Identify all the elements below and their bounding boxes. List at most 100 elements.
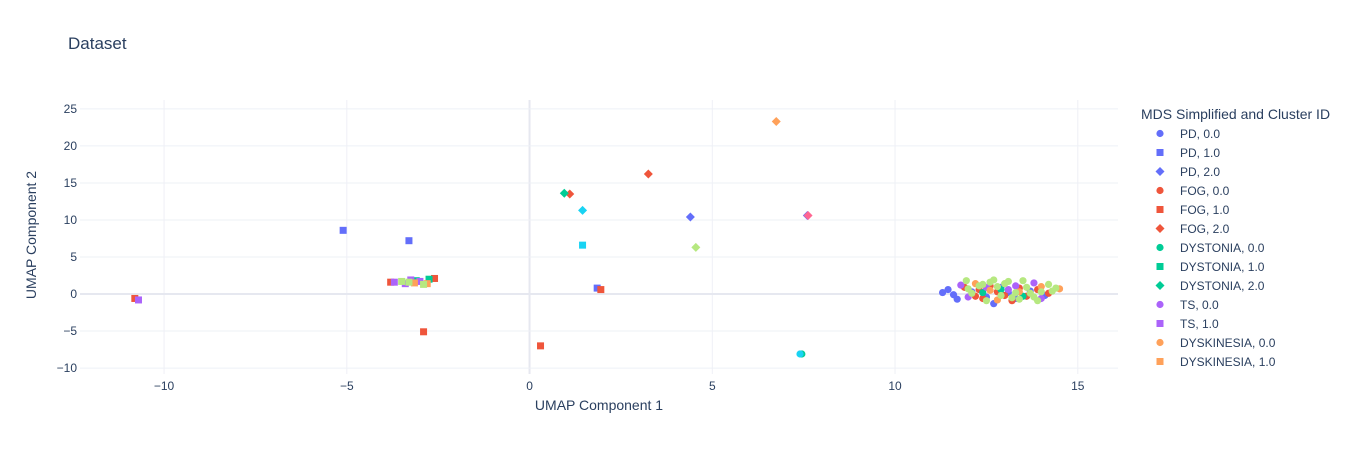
data-point — [425, 275, 433, 283]
data-point — [803, 211, 813, 221]
legend-item[interactable]: PD, 1.0 — [1141, 143, 1330, 162]
legend-item[interactable]: PD, 0.0 — [1141, 124, 1330, 143]
legend-marker — [1155, 167, 1165, 176]
data-point — [979, 288, 987, 297]
legend-title: MDS Simplified and Cluster ID — [1141, 106, 1331, 122]
data-point — [1030, 279, 1038, 287]
y-tick-label: 15 — [64, 176, 78, 190]
legend-label: TS, 0.0 — [1180, 297, 1219, 312]
y-axis-title: UMAP Component 2 — [23, 171, 39, 299]
legend-marker — [1156, 263, 1164, 270]
legend: MDS Simplified and Cluster ID PD, 0.0 PD,… — [1141, 104, 1330, 371]
data-point — [986, 278, 994, 286]
y-tick-label: 10 — [64, 213, 78, 227]
legend-item[interactable]: FOG, 2.0 — [1141, 219, 1330, 238]
y-tick-label: −10 — [57, 361, 78, 375]
legend-item[interactable]: DYSTONIA, 1.0 — [1141, 257, 1330, 276]
data-point — [986, 286, 994, 294]
legend-marker-icon — [1155, 167, 1165, 176]
data-point — [1037, 283, 1045, 291]
data-point — [1012, 282, 1020, 290]
data-point — [796, 350, 804, 358]
data-point — [1004, 285, 1012, 294]
legend-item[interactable]: DYSKINESIA, 1.0 — [1141, 352, 1330, 371]
x-tick-label: 5 — [709, 379, 716, 393]
data-point — [420, 280, 428, 288]
data-point — [579, 241, 587, 249]
legend-item[interactable]: DYSKINESIA, 0.0 — [1141, 333, 1330, 352]
legend-label: TS, 1.0 — [1180, 316, 1219, 331]
legend-item[interactable]: PD, 2.0 — [1141, 162, 1330, 181]
data-point — [387, 278, 395, 286]
data-point — [1052, 284, 1060, 292]
x-tick-label: 15 — [1071, 379, 1085, 393]
legend-label: DYSKINESIA, 1.0 — [1180, 354, 1276, 369]
y-tick-label: 5 — [70, 250, 77, 264]
data-point — [975, 282, 983, 290]
data-point — [593, 284, 601, 292]
data-point — [559, 188, 569, 198]
data-point — [131, 294, 139, 302]
chart-title: Dataset — [68, 34, 127, 53]
x-axis-title: UMAP Component 1 — [535, 397, 663, 413]
data-point — [643, 169, 653, 179]
data-point — [339, 226, 347, 234]
legend-item[interactable]: FOG, 0.0 — [1141, 181, 1330, 200]
legend-item[interactable]: FOG, 1.0 — [1141, 200, 1330, 219]
x-tick-label: −5 — [340, 379, 354, 393]
data-point — [962, 277, 970, 285]
data-point — [401, 280, 409, 288]
legend-marker-icon — [1156, 186, 1164, 195]
legend-marker-icon — [1156, 149, 1164, 156]
y-tick-label: 0 — [70, 287, 77, 301]
legend-item[interactable]: DYSTONIA, 2.0 — [1141, 276, 1330, 295]
legend-label: PD, 1.0 — [1180, 145, 1221, 160]
data-point — [420, 328, 428, 336]
x-tick-label: −10 — [154, 379, 175, 393]
data-point — [691, 242, 701, 252]
legend-item[interactable]: TS, 1.0 — [1141, 314, 1330, 333]
legend-marker — [1156, 320, 1164, 327]
legend-marker-icon — [1156, 338, 1164, 347]
data-point — [578, 205, 588, 215]
data-point — [405, 237, 413, 245]
legend-marker — [1155, 281, 1165, 290]
data-point — [1015, 295, 1023, 303]
legend-marker — [1155, 224, 1165, 233]
legend-marker-icon — [1156, 243, 1164, 252]
data-point — [134, 296, 142, 304]
legend-marker-icon — [1156, 320, 1164, 327]
legend-label: PD, 0.0 — [1180, 126, 1221, 141]
legend-label: PD, 2.0 — [1180, 164, 1221, 179]
legend-marker-icon — [1156, 300, 1164, 309]
data-point — [1012, 288, 1020, 297]
legend-marker-icon — [1155, 281, 1165, 290]
data-point — [565, 189, 575, 199]
tick-layer: −10 −5 0 5 10 15 −10 −5 0 5 10 15 20 25 — [57, 102, 1085, 393]
data-point — [1008, 294, 1016, 302]
x-tick-label: 10 — [888, 379, 902, 393]
legend-marker — [1156, 243, 1164, 252]
legend-marker — [1156, 300, 1164, 309]
legend-label: FOG, 1.0 — [1180, 202, 1230, 217]
data-point — [390, 278, 398, 286]
data-point — [993, 283, 1001, 291]
legend-marker-icon — [1156, 263, 1164, 270]
data-point — [537, 342, 545, 350]
legend-label: FOG, 2.0 — [1180, 221, 1230, 236]
legend-item[interactable]: DYSTONIA, 0.0 — [1141, 238, 1330, 257]
data-point — [944, 285, 952, 294]
data-point — [1037, 288, 1045, 296]
data-point — [938, 288, 947, 297]
data-point — [771, 116, 781, 126]
data-point — [997, 291, 1005, 300]
legend-items: PD, 0.0 PD, 1.0 PD, 2.0 FOG, 0.0 FOG, 1.0 FOG… — [1141, 124, 1330, 371]
point-layer — [131, 116, 1064, 358]
legend-marker-icon — [1156, 206, 1164, 213]
legend-marker — [1156, 129, 1164, 138]
legend-item[interactable]: TS, 0.0 — [1141, 295, 1330, 314]
data-point — [410, 279, 418, 287]
legend-marker-icon — [1156, 358, 1164, 365]
grid-layer — [80, 100, 1118, 374]
y-tick-label: 20 — [64, 139, 78, 153]
